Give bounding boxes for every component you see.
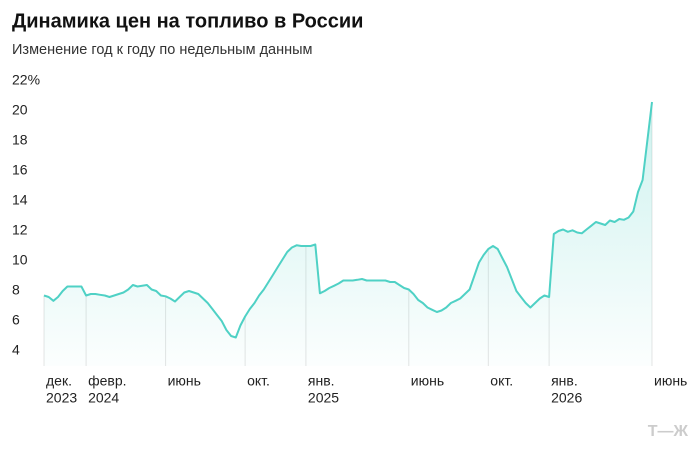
y-tick-label: 14 xyxy=(12,192,28,208)
y-tick-label: 18 xyxy=(12,132,28,148)
x-tick-label: янв. xyxy=(308,373,335,389)
x-tick-label: июнь xyxy=(654,373,687,389)
x-tick-year: 2026 xyxy=(551,390,582,406)
y-tick-label: 16 xyxy=(12,162,28,178)
x-tick-year: 2025 xyxy=(308,390,339,406)
watermark: Т—Ж xyxy=(648,423,689,440)
x-tick-label: янв. xyxy=(551,373,578,389)
x-tick-label: дек. xyxy=(46,373,72,389)
x-tick-label: февр. xyxy=(88,373,126,389)
y-tick-label: 8 xyxy=(12,282,20,298)
line xyxy=(43,101,653,339)
y-tick-label: 22% xyxy=(12,72,40,88)
x-tick-year: 2023 xyxy=(46,390,77,406)
x-tick-label: окт. xyxy=(247,373,270,389)
chart-title: Динамика цен на топливо в России xyxy=(12,10,363,32)
y-tick-label: 6 xyxy=(12,312,20,328)
area xyxy=(44,102,652,366)
y-tick-label: 10 xyxy=(12,252,28,268)
chart-subtitle: Изменение год к году по недельным данным xyxy=(12,42,313,58)
x-tick-label: окт. xyxy=(490,373,513,389)
y-tick-label: 4 xyxy=(12,342,20,358)
x-tick-year: 2024 xyxy=(88,390,119,406)
y-tick-label: 20 xyxy=(12,102,28,118)
x-tick-label: июнь xyxy=(168,373,201,389)
y-tick-label: 12 xyxy=(12,222,28,238)
x-tick-label: июнь xyxy=(411,373,444,389)
